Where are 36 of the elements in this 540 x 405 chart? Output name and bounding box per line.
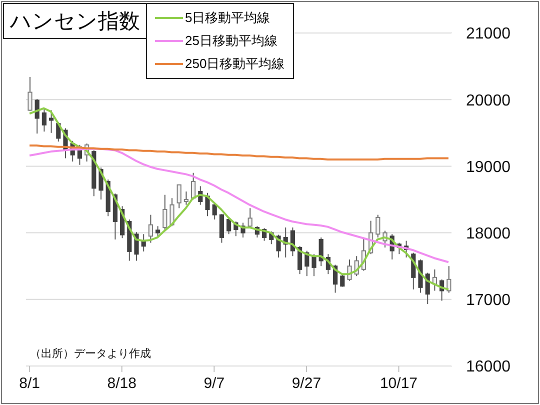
annotation: （出所）データより作成 <box>30 347 151 361</box>
candlestick <box>318 236 324 267</box>
chart-title: ハンセン指数 <box>3 3 147 39</box>
candlestick <box>176 184 182 209</box>
y-tick-label: 21000 <box>466 26 511 43</box>
candlestick <box>156 226 160 237</box>
x-tick-label: 10/17 <box>380 375 418 392</box>
candlestick <box>248 208 252 228</box>
x-tick-label: 8/18 <box>107 375 136 392</box>
x-tick-label: 8/1 <box>19 375 40 392</box>
y-tick-label: 17000 <box>466 292 511 310</box>
candlestick <box>134 232 139 262</box>
candlestick <box>184 191 188 206</box>
candlestick <box>205 192 210 217</box>
legend-label: 25日移動平均線 <box>185 32 278 50</box>
y-tick-label: 18000 <box>466 225 511 242</box>
candlestick <box>226 218 232 235</box>
candlestick <box>170 198 174 227</box>
candlestick <box>28 76 32 112</box>
candlestick <box>376 214 380 238</box>
candlestick <box>148 214 153 244</box>
x-tick-label: 9/7 <box>204 375 225 392</box>
y-tick-label: 16000 <box>466 358 511 376</box>
candlestick <box>446 266 452 294</box>
legend-label: 5日移動平均線 <box>185 8 270 26</box>
candlestick <box>340 274 345 288</box>
y-tick-label: 20000 <box>466 92 511 110</box>
candlestick <box>162 194 168 232</box>
candlestick <box>219 214 224 244</box>
candlestick <box>49 110 54 134</box>
candlestick <box>191 172 196 200</box>
legend-label: 250日移動平均線 <box>185 54 285 72</box>
candlestick <box>312 254 316 277</box>
x-tick-label: 9/27 <box>292 375 322 392</box>
y-tick-label: 19000 <box>466 158 511 176</box>
candlestick <box>42 108 46 132</box>
